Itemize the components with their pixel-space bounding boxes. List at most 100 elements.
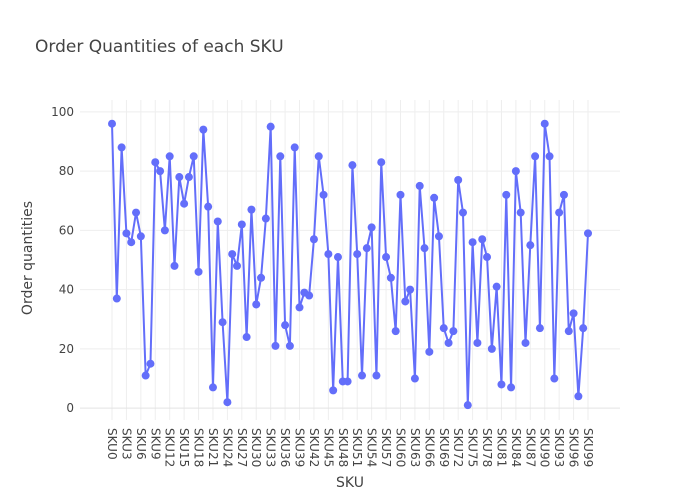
data-point-sku80[interactable] — [492, 282, 501, 291]
data-point-sku87[interactable] — [526, 241, 535, 250]
data-point-sku18[interactable] — [194, 267, 203, 276]
data-point-sku2[interactable] — [117, 143, 126, 152]
data-point-sku55[interactable] — [372, 371, 381, 380]
data-point-sku14[interactable] — [175, 173, 184, 182]
data-point-sku85[interactable] — [516, 208, 525, 217]
data-point-sku4[interactable] — [127, 238, 136, 247]
data-point-sku20[interactable] — [204, 202, 213, 211]
data-point-sku77[interactable] — [478, 235, 487, 244]
data-point-sku94[interactable] — [559, 190, 568, 199]
data-point-sku26[interactable] — [233, 261, 242, 270]
data-point-sku0[interactable] — [108, 119, 116, 128]
data-point-sku27[interactable] — [237, 220, 246, 229]
data-point-sku30[interactable] — [252, 300, 261, 309]
data-point-sku31[interactable] — [257, 273, 266, 282]
data-point-sku46[interactable] — [329, 386, 338, 395]
data-point-sku74[interactable] — [463, 401, 472, 410]
data-point-sku28[interactable] — [242, 333, 251, 342]
data-point-sku39[interactable] — [295, 303, 304, 312]
data-point-sku90[interactable] — [540, 119, 549, 128]
data-point-sku99[interactable] — [584, 229, 592, 238]
data-point-sku82[interactable] — [502, 190, 511, 199]
data-point-sku67[interactable] — [430, 193, 439, 202]
data-point-sku7[interactable] — [141, 371, 150, 380]
data-point-sku24[interactable] — [223, 398, 232, 407]
data-point-sku60[interactable] — [396, 190, 405, 199]
data-point-sku91[interactable] — [545, 152, 554, 161]
data-point-sku66[interactable] — [425, 347, 434, 356]
data-point-sku47[interactable] — [333, 253, 342, 262]
data-point-sku58[interactable] — [386, 273, 395, 282]
data-point-sku43[interactable] — [314, 152, 323, 161]
x-tick-label: SKU72 — [451, 428, 465, 467]
data-point-sku63[interactable] — [410, 374, 419, 383]
data-point-sku10[interactable] — [156, 167, 165, 176]
data-point-sku76[interactable] — [473, 338, 482, 347]
data-point-sku1[interactable] — [112, 294, 121, 303]
data-point-sku64[interactable] — [415, 181, 424, 190]
data-point-sku72[interactable] — [454, 176, 463, 184]
data-point-sku70[interactable] — [444, 338, 453, 347]
data-point-sku56[interactable] — [377, 158, 386, 167]
data-point-sku17[interactable] — [189, 152, 198, 161]
data-point-sku71[interactable] — [449, 327, 458, 336]
data-point-sku61[interactable] — [401, 297, 410, 306]
data-point-sku51[interactable] — [353, 250, 362, 259]
data-point-sku89[interactable] — [535, 324, 544, 333]
data-point-sku69[interactable] — [439, 324, 448, 333]
data-point-sku59[interactable] — [391, 327, 400, 336]
data-point-sku57[interactable] — [382, 253, 391, 262]
data-point-sku52[interactable] — [358, 371, 367, 380]
data-point-sku78[interactable] — [483, 253, 492, 262]
data-point-sku53[interactable] — [362, 244, 371, 253]
data-point-sku97[interactable] — [574, 392, 583, 401]
data-point-sku9[interactable] — [151, 158, 160, 167]
data-point-sku38[interactable] — [290, 143, 299, 152]
data-point-sku12[interactable] — [165, 152, 174, 161]
data-point-sku8[interactable] — [146, 359, 155, 368]
data-point-sku34[interactable] — [271, 341, 280, 350]
data-point-sku95[interactable] — [564, 327, 573, 336]
data-point-sku36[interactable] — [281, 321, 290, 330]
data-point-sku35[interactable] — [276, 152, 285, 161]
data-point-sku50[interactable] — [348, 161, 357, 170]
data-point-sku49[interactable] — [343, 377, 352, 386]
data-point-sku29[interactable] — [247, 205, 256, 214]
data-point-sku11[interactable] — [160, 226, 169, 235]
data-point-sku37[interactable] — [285, 341, 294, 350]
data-point-sku84[interactable] — [511, 167, 520, 176]
data-point-sku19[interactable] — [199, 125, 208, 134]
data-point-sku6[interactable] — [136, 232, 145, 241]
data-point-sku3[interactable] — [122, 229, 131, 238]
x-tick-label: SKU66 — [422, 428, 436, 467]
data-point-sku65[interactable] — [420, 244, 429, 253]
data-point-sku98[interactable] — [579, 324, 588, 333]
data-point-sku25[interactable] — [228, 250, 237, 259]
data-point-sku92[interactable] — [550, 374, 559, 383]
data-point-sku45[interactable] — [324, 250, 333, 259]
data-point-sku62[interactable] — [406, 285, 415, 294]
data-point-sku15[interactable] — [180, 199, 189, 208]
data-point-sku88[interactable] — [531, 152, 540, 161]
data-point-sku41[interactable] — [305, 291, 314, 300]
data-point-sku44[interactable] — [319, 190, 328, 199]
data-point-sku86[interactable] — [521, 338, 530, 347]
data-point-sku81[interactable] — [497, 380, 506, 389]
data-point-sku93[interactable] — [555, 208, 564, 217]
data-point-sku42[interactable] — [309, 235, 318, 244]
data-point-sku96[interactable] — [569, 309, 578, 318]
data-point-sku75[interactable] — [468, 238, 477, 247]
data-point-sku83[interactable] — [507, 383, 516, 392]
data-point-sku33[interactable] — [266, 122, 275, 131]
data-point-sku32[interactable] — [261, 214, 270, 223]
data-point-sku13[interactable] — [170, 261, 179, 270]
data-point-sku5[interactable] — [132, 208, 141, 217]
data-point-sku16[interactable] — [184, 173, 193, 182]
data-point-sku21[interactable] — [208, 383, 217, 392]
data-point-sku22[interactable] — [213, 217, 222, 226]
data-point-sku23[interactable] — [218, 318, 227, 327]
data-point-sku73[interactable] — [458, 208, 467, 217]
data-point-sku79[interactable] — [487, 344, 496, 353]
data-point-sku54[interactable] — [367, 223, 376, 232]
data-point-sku68[interactable] — [434, 232, 443, 241]
